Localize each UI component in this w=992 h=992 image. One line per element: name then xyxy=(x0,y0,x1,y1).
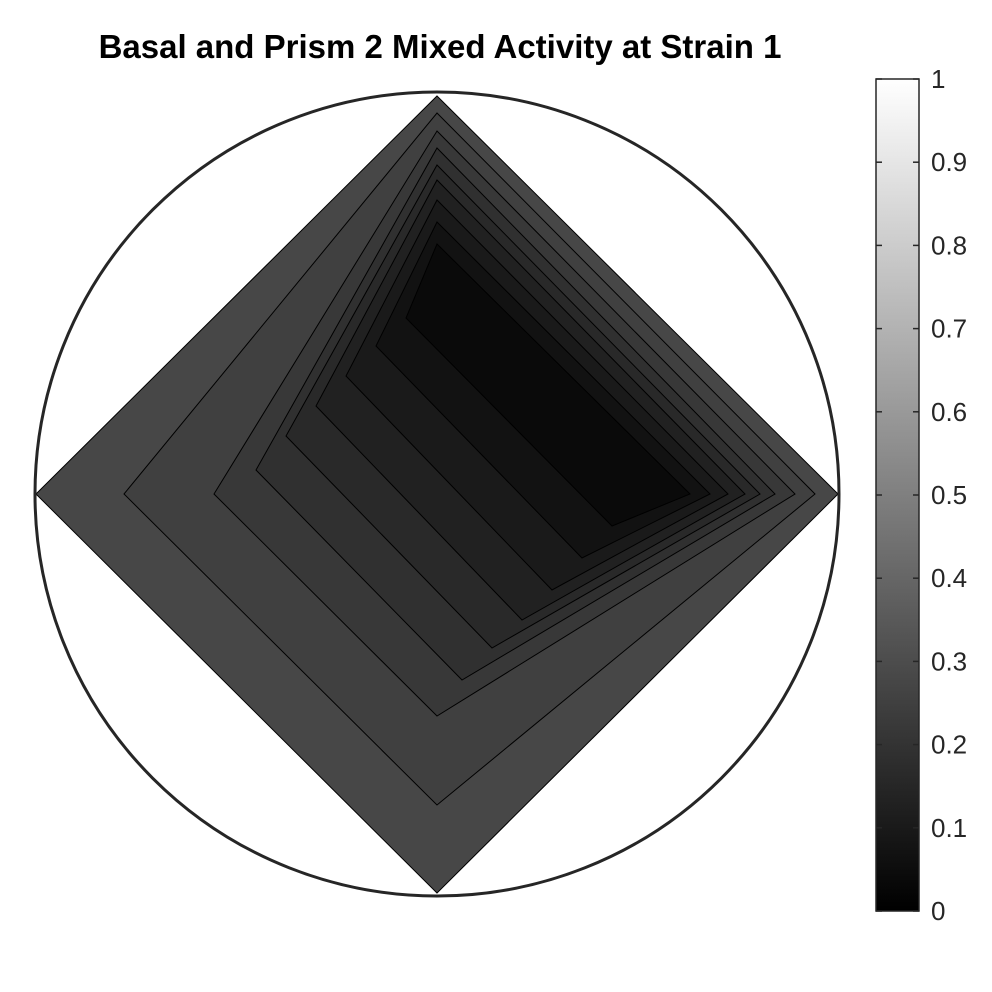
colorbar-tick-label: 0.5 xyxy=(931,480,967,510)
colorbar-tick-label: 0.7 xyxy=(931,314,967,344)
colorbar-tick-label: 0.2 xyxy=(931,730,967,760)
pole-figure-circle xyxy=(33,90,841,898)
colorbar-tick-label: 0.1 xyxy=(931,813,967,843)
chart-title: Basal and Prism 2 Mixed Activity at Stra… xyxy=(98,28,782,65)
colorbar-tick-label: 0.3 xyxy=(931,646,967,676)
colorbar-tick-label: 0.8 xyxy=(931,230,967,260)
contour-fills xyxy=(35,95,839,894)
colorbar-tick-label: 1 xyxy=(931,64,945,94)
contour-level-9 xyxy=(405,243,691,527)
colorbar-tick-label: 0.6 xyxy=(931,397,967,427)
colorbar-tick-label: 0.4 xyxy=(931,563,967,593)
colorbar-tick-label: 0 xyxy=(931,896,945,926)
colorbar-gradient xyxy=(875,78,920,912)
colorbar-tick-label: 0.9 xyxy=(931,147,967,177)
colorbar: 0 0.1 0.2 0.3 0.4 0.5 0.6 0.7 0.8 0.9 1 xyxy=(875,64,967,926)
